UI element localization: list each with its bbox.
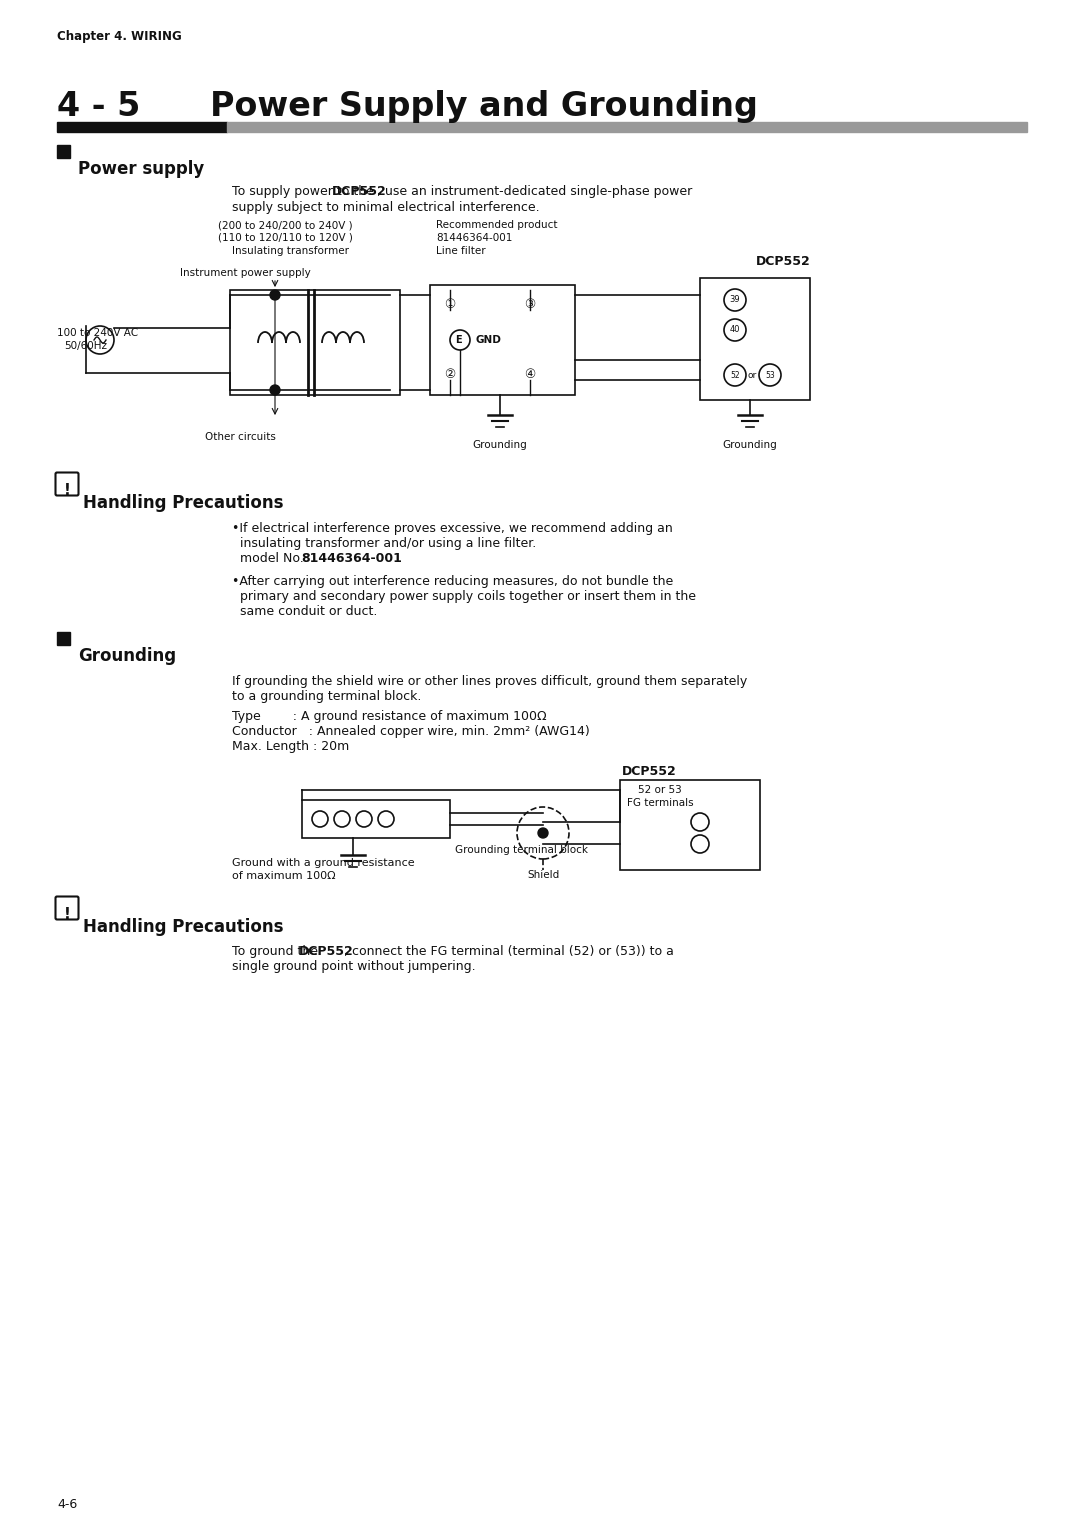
Text: , use an instrument-dedicated single-phase power: , use an instrument-dedicated single-pha… — [377, 185, 692, 199]
Text: 81446364-001: 81446364-001 — [436, 232, 512, 243]
Bar — [700, 278, 810, 400]
Text: Handling Precautions: Handling Precautions — [83, 918, 283, 937]
Text: !: ! — [64, 908, 70, 921]
Text: 4 - 5: 4 - 5 — [57, 90, 140, 122]
Text: 50/60Hz: 50/60Hz — [64, 341, 107, 351]
Text: primary and secondary power supply coils together or insert them in the: primary and secondary power supply coils… — [240, 590, 696, 604]
Text: of maximum 100Ω: of maximum 100Ω — [232, 871, 336, 882]
Text: Chapter 4. WIRING: Chapter 4. WIRING — [57, 31, 181, 43]
Text: Instrument power supply: Instrument power supply — [180, 267, 311, 278]
Text: DCP552: DCP552 — [756, 255, 811, 267]
Text: 52 or 53: 52 or 53 — [638, 785, 681, 795]
Text: •After carrying out interference reducing measures, do not bundle the: •After carrying out interference reducin… — [232, 575, 673, 588]
Text: •If electrical interference proves excessive, we recommend adding an: •If electrical interference proves exces… — [232, 523, 673, 535]
Bar — [227, 122, 1027, 131]
Text: 39: 39 — [730, 295, 740, 304]
Text: model No.:: model No.: — [240, 552, 312, 565]
Text: ③: ③ — [525, 298, 536, 312]
Text: Type        : A ground resistance of maximum 100Ω: Type : A ground resistance of maximum 10… — [232, 711, 546, 723]
Text: E: E — [455, 335, 461, 345]
Text: 81446364-001: 81446364-001 — [301, 552, 402, 565]
Text: ④: ④ — [525, 368, 536, 382]
Text: If grounding the shield wire or other lines proves difficult, ground them separa: If grounding the shield wire or other li… — [232, 675, 747, 688]
Text: Power Supply and Grounding: Power Supply and Grounding — [210, 90, 758, 122]
Text: Conductor   : Annealed copper wire, min. 2mm² (AWG14): Conductor : Annealed copper wire, min. 2… — [232, 724, 590, 738]
Bar — [230, 290, 400, 396]
Text: FG terminals: FG terminals — [626, 798, 693, 808]
Text: ①: ① — [444, 298, 456, 312]
Text: Grounding: Grounding — [723, 440, 778, 451]
Text: Max. Length : 20m: Max. Length : 20m — [232, 740, 349, 753]
Circle shape — [270, 290, 280, 299]
Text: 53: 53 — [765, 370, 774, 379]
Text: Line filter: Line filter — [436, 246, 486, 257]
Text: or: or — [748, 370, 757, 379]
Text: Handling Precautions: Handling Precautions — [83, 494, 283, 512]
Text: 52: 52 — [730, 370, 740, 379]
Text: Power supply: Power supply — [78, 160, 204, 177]
Text: 100 to 240V AC: 100 to 240V AC — [57, 329, 138, 338]
Text: (110 to 120/110 to 120V ): (110 to 120/110 to 120V ) — [218, 232, 353, 243]
Text: Recommended product: Recommended product — [436, 220, 557, 231]
Text: DCP552: DCP552 — [622, 766, 677, 778]
Text: To ground the: To ground the — [232, 944, 322, 958]
Bar — [57, 633, 70, 645]
Bar — [430, 286, 575, 396]
Text: 40: 40 — [730, 325, 740, 335]
Bar — [57, 145, 70, 157]
Text: same conduit or duct.: same conduit or duct. — [240, 605, 377, 617]
Text: Grounding terminal block: Grounding terminal block — [455, 845, 588, 856]
Text: Insulating transformer: Insulating transformer — [232, 246, 349, 257]
Text: GND: GND — [476, 335, 502, 345]
Text: DCP552: DCP552 — [332, 185, 387, 199]
Text: ②: ② — [444, 368, 456, 382]
Text: (200 to 240/200 to 240V ): (200 to 240/200 to 240V ) — [218, 220, 353, 231]
Text: single ground point without jumpering.: single ground point without jumpering. — [232, 960, 475, 973]
Text: Grounding: Grounding — [78, 646, 176, 665]
Text: , connect the FG terminal (terminal (52) or (53)) to a: , connect the FG terminal (terminal (52)… — [345, 944, 674, 958]
Text: 4-6: 4-6 — [57, 1497, 78, 1511]
Text: !: ! — [64, 483, 70, 498]
Bar — [302, 801, 450, 837]
Bar — [57, 122, 227, 131]
Text: to a grounding terminal block.: to a grounding terminal block. — [232, 691, 421, 703]
Text: insulating transformer and/or using a line filter.: insulating transformer and/or using a li… — [240, 536, 537, 550]
Text: Grounding: Grounding — [473, 440, 527, 451]
Text: supply subject to minimal electrical interference.: supply subject to minimal electrical int… — [232, 202, 540, 214]
Circle shape — [538, 828, 548, 837]
Circle shape — [270, 385, 280, 396]
Text: Shield: Shield — [527, 869, 559, 880]
Text: Ground with a ground resistance: Ground with a ground resistance — [232, 859, 415, 868]
Text: To supply power to the: To supply power to the — [232, 185, 378, 199]
Text: DCP552: DCP552 — [299, 944, 354, 958]
Bar — [620, 779, 760, 869]
Text: Other circuits: Other circuits — [205, 432, 275, 442]
